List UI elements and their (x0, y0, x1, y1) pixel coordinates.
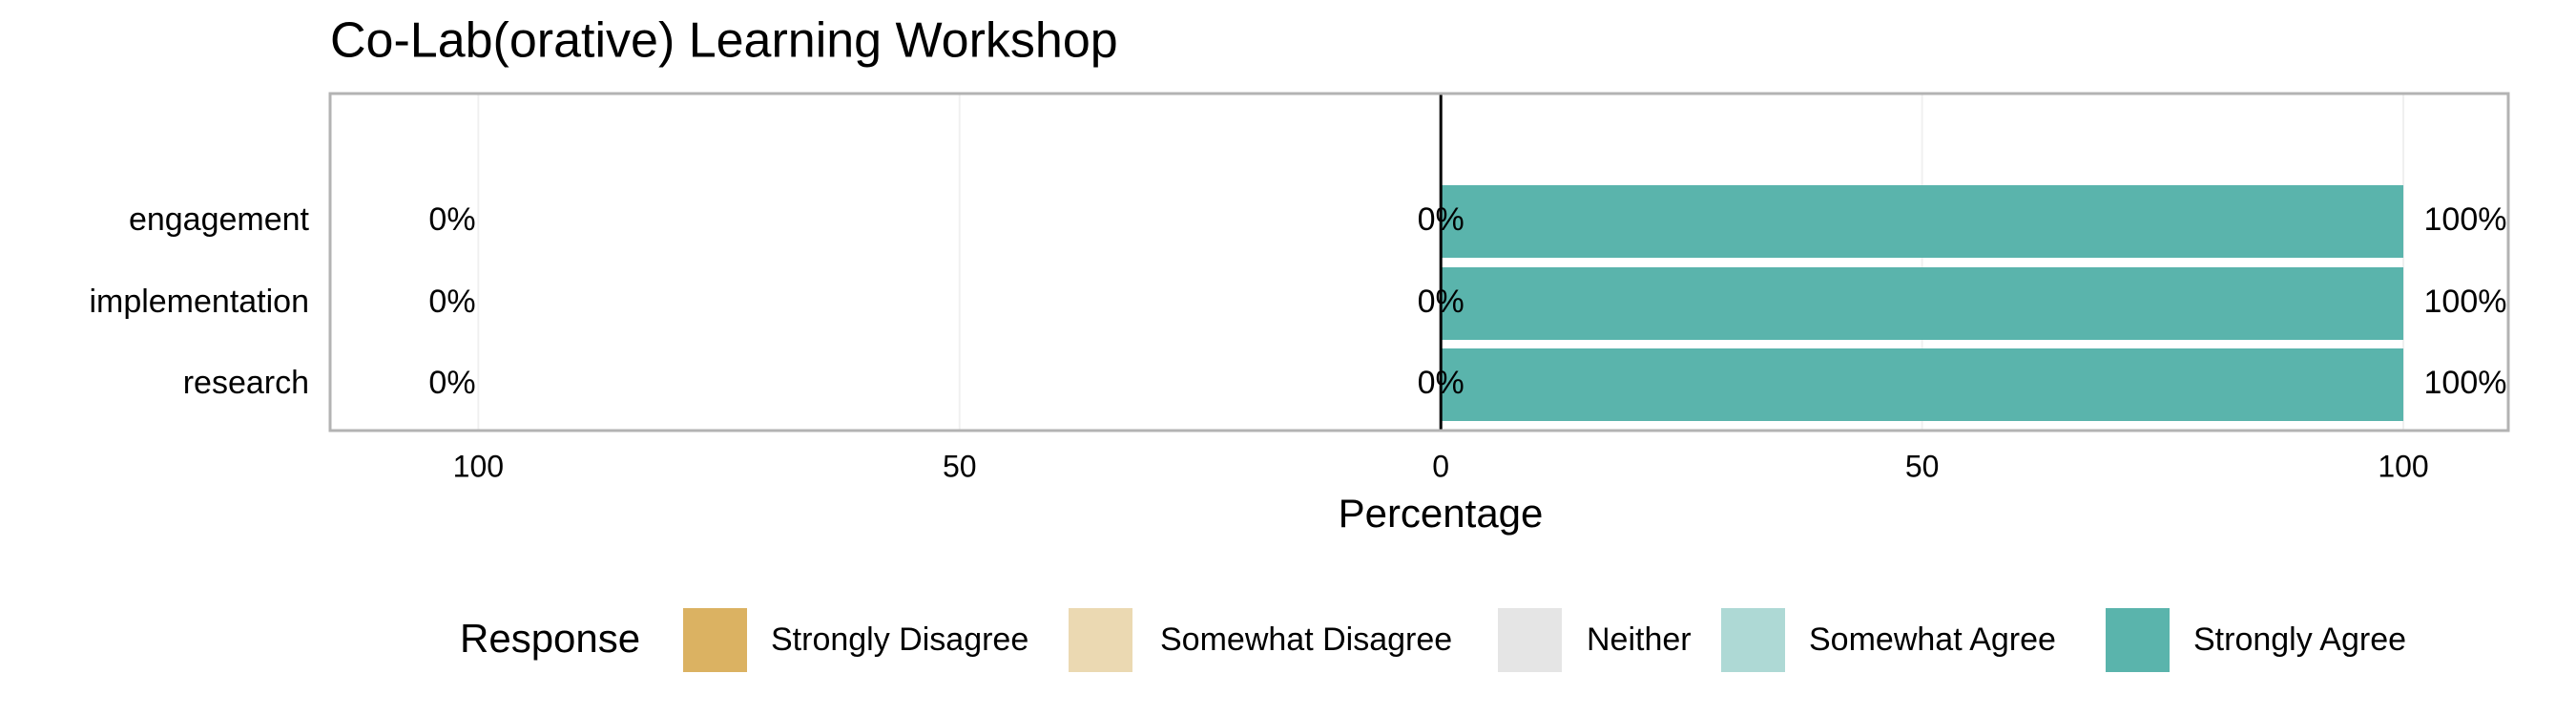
legend-key (1067, 606, 1134, 674)
x-tick-label: 100 (453, 449, 504, 483)
legend-key (1496, 606, 1564, 674)
chart-title: Co-Lab(orative) Learning Workshop (330, 13, 1118, 69)
x-tick-label: 50 (1905, 449, 1940, 483)
y-tick-label: research (183, 365, 309, 401)
legend-key (681, 606, 749, 674)
x-axis-title: Percentage (1339, 491, 1544, 536)
legend-key (2104, 606, 2171, 674)
bar-segment (1441, 348, 2404, 421)
bar-segment (1441, 267, 2404, 340)
x-tick-label: 0 (1432, 449, 1449, 483)
legend-title: Response (460, 616, 640, 661)
x-tick-label: 100 (2378, 449, 2428, 483)
low-percent-label: 0% (428, 284, 475, 320)
legend-label: Strongly Agree (2193, 621, 2406, 658)
high-percent-label: 100% (2424, 284, 2507, 320)
high-percent-label: 100% (2424, 365, 2507, 401)
legend-label: Neither (1587, 621, 1692, 658)
panel-border (328, 92, 2510, 432)
legend-label: Somewhat Agree (1809, 621, 2056, 658)
low-percent-label: 0% (428, 365, 475, 401)
x-tick-label: 50 (943, 449, 977, 483)
y-tick-label: engagement (129, 201, 310, 238)
legend-label: Strongly Disagree (771, 621, 1028, 658)
legend-label: Somewhat Disagree (1160, 621, 1452, 658)
low-percent-label: 0% (428, 201, 475, 238)
bar-segment (1441, 185, 2404, 258)
y-tick-label: implementation (89, 284, 309, 320)
legend-key (1719, 606, 1787, 674)
high-percent-label: 100% (2424, 201, 2507, 238)
